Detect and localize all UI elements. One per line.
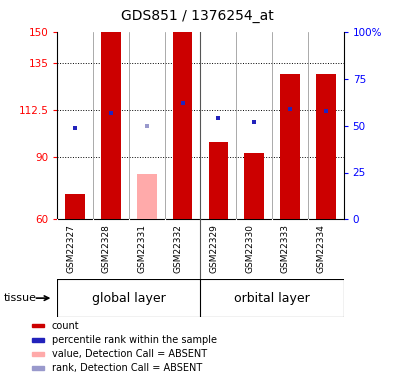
Text: count: count [52, 321, 79, 331]
Text: rank, Detection Call = ABSENT: rank, Detection Call = ABSENT [52, 363, 202, 373]
Text: GSM22330: GSM22330 [245, 224, 254, 273]
Bar [137, 174, 156, 219]
Bar [209, 142, 228, 219]
Text: global layer: global layer [92, 292, 166, 304]
Bar [280, 74, 300, 219]
Text: GSM22331: GSM22331 [138, 224, 147, 273]
Bar [245, 153, 264, 219]
Text: GSM22327: GSM22327 [66, 224, 75, 273]
Text: GSM22332: GSM22332 [173, 224, 182, 273]
Text: GSM22329: GSM22329 [209, 224, 218, 273]
Bar [65, 194, 85, 219]
Bar [32, 324, 44, 327]
Bar [32, 338, 44, 342]
Text: value, Detection Call = ABSENT: value, Detection Call = ABSENT [52, 349, 207, 359]
Bar [316, 74, 336, 219]
Text: percentile rank within the sample: percentile rank within the sample [52, 335, 216, 345]
Bar [32, 352, 44, 356]
Bar [32, 366, 44, 370]
Text: GDS851 / 1376254_at: GDS851 / 1376254_at [121, 9, 274, 23]
Text: GSM22328: GSM22328 [102, 224, 111, 273]
Bar [173, 32, 192, 219]
Text: orbital layer: orbital layer [234, 292, 310, 304]
Text: tissue: tissue [4, 293, 37, 303]
Text: GSM22333: GSM22333 [281, 224, 290, 273]
Text: GSM22334: GSM22334 [317, 224, 326, 273]
Bar [101, 32, 121, 219]
